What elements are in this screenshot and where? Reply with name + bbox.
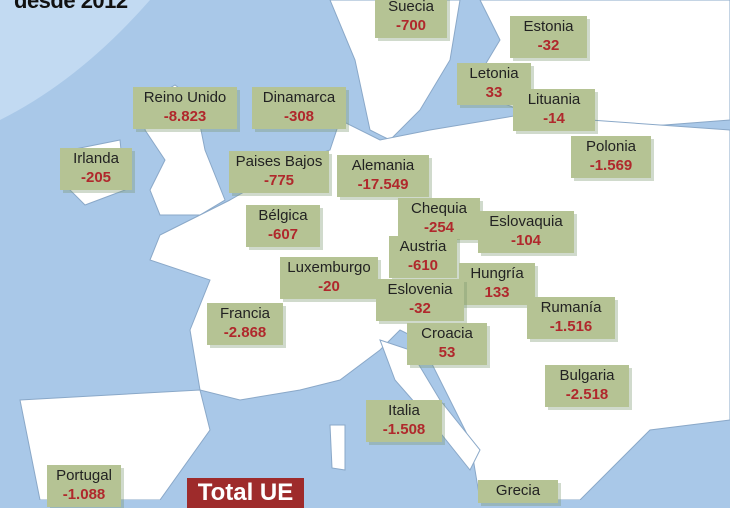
- label-portugal: Portugal -1.088: [47, 465, 121, 507]
- label-italia: Italia -1.508: [366, 400, 442, 442]
- label-austria: Austria -610: [389, 236, 457, 278]
- map-title: desde 2012: [14, 0, 128, 13]
- label-eslovaquia: Eslovaquia -104: [478, 211, 574, 253]
- country-name: Croacia: [421, 325, 473, 342]
- country-value: -308: [283, 108, 315, 125]
- country-value: -2.868: [223, 324, 267, 341]
- label-francia: Francia -2.868: [207, 303, 283, 345]
- country-name: Austria: [399, 238, 447, 255]
- country-value: -1.516: [549, 318, 593, 335]
- country-name: Eslovenia: [387, 281, 453, 298]
- country-value: -1.088: [62, 486, 106, 503]
- country-value: -205: [80, 169, 112, 186]
- country-name: Chequia: [411, 200, 467, 217]
- country-value: -607: [267, 226, 299, 243]
- country-name: Grecia: [495, 482, 541, 499]
- country-name: Rumanía: [540, 299, 602, 316]
- country-name: Paises Bajos: [235, 153, 323, 170]
- country-name: Polonia: [585, 138, 637, 155]
- country-value: -2.518: [565, 386, 609, 403]
- country-value: -8.823: [163, 108, 207, 125]
- country-value: -700: [395, 17, 427, 34]
- label-estonia: Estonia -32: [510, 16, 587, 58]
- label-suecia: Suecia -700: [375, 0, 447, 38]
- land-sardinia: [329, 424, 346, 471]
- country-name: Hungría: [470, 265, 524, 282]
- country-name: Luxemburgo: [287, 259, 371, 276]
- country-name: Irlanda: [73, 150, 119, 167]
- country-name: Suecia: [388, 0, 434, 15]
- country-value: -20: [318, 278, 340, 295]
- country-value: -1.569: [589, 157, 633, 174]
- label-rumania: Rumanía -1.516: [527, 297, 615, 339]
- country-name: Eslovaquia: [489, 213, 563, 230]
- label-eslovenia: Eslovenia -32: [376, 279, 464, 321]
- country-value: -254: [423, 219, 455, 236]
- label-croacia: Croacia 53: [407, 323, 487, 365]
- country-value: -32: [409, 300, 431, 317]
- country-name: Letonia: [469, 65, 519, 82]
- country-value: -610: [407, 257, 439, 274]
- label-paises-bajos: Paises Bajos -775: [229, 151, 329, 193]
- country-value: 33: [485, 84, 503, 101]
- label-belgica: Bélgica -607: [246, 205, 320, 247]
- label-luxemburgo: Luxemburgo -20: [280, 257, 378, 299]
- country-name: Reino Unido: [143, 89, 227, 106]
- country-name: Estonia: [523, 18, 574, 35]
- country-name: Bélgica: [258, 207, 308, 224]
- total-ue-label: Total UE: [187, 478, 304, 508]
- country-name: Bulgaria: [559, 367, 615, 384]
- label-grecia: Grecia: [478, 480, 558, 503]
- label-irlanda: Irlanda -205: [60, 148, 132, 190]
- country-value: -104: [510, 232, 542, 249]
- country-name: Italia: [388, 402, 420, 419]
- label-hungria: Hungría 133: [459, 263, 535, 305]
- label-bulgaria: Bulgaria -2.518: [545, 365, 629, 407]
- label-dinamarca: Dinamarca -308: [252, 87, 346, 129]
- label-reino-unido: Reino Unido -8.823: [133, 87, 237, 129]
- label-lituania: Lituania -14: [513, 89, 595, 131]
- country-value: -775: [263, 172, 295, 189]
- country-value: -32: [537, 37, 560, 54]
- country-value: -14: [543, 110, 565, 127]
- label-alemania: Alemania -17.549: [337, 155, 429, 197]
- country-name: Lituania: [527, 91, 581, 108]
- country-value: 53: [438, 344, 456, 361]
- country-value: -1.508: [382, 421, 426, 438]
- country-name: Dinamarca: [262, 89, 336, 106]
- country-value: -17.549: [357, 176, 409, 193]
- country-name: Francia: [219, 305, 271, 322]
- country-value: 133: [484, 284, 510, 301]
- label-polonia: Polonia -1.569: [571, 136, 651, 178]
- label-chequia: Chequia -254: [398, 198, 480, 240]
- country-name: Portugal: [56, 467, 112, 484]
- country-name: Alemania: [351, 157, 415, 174]
